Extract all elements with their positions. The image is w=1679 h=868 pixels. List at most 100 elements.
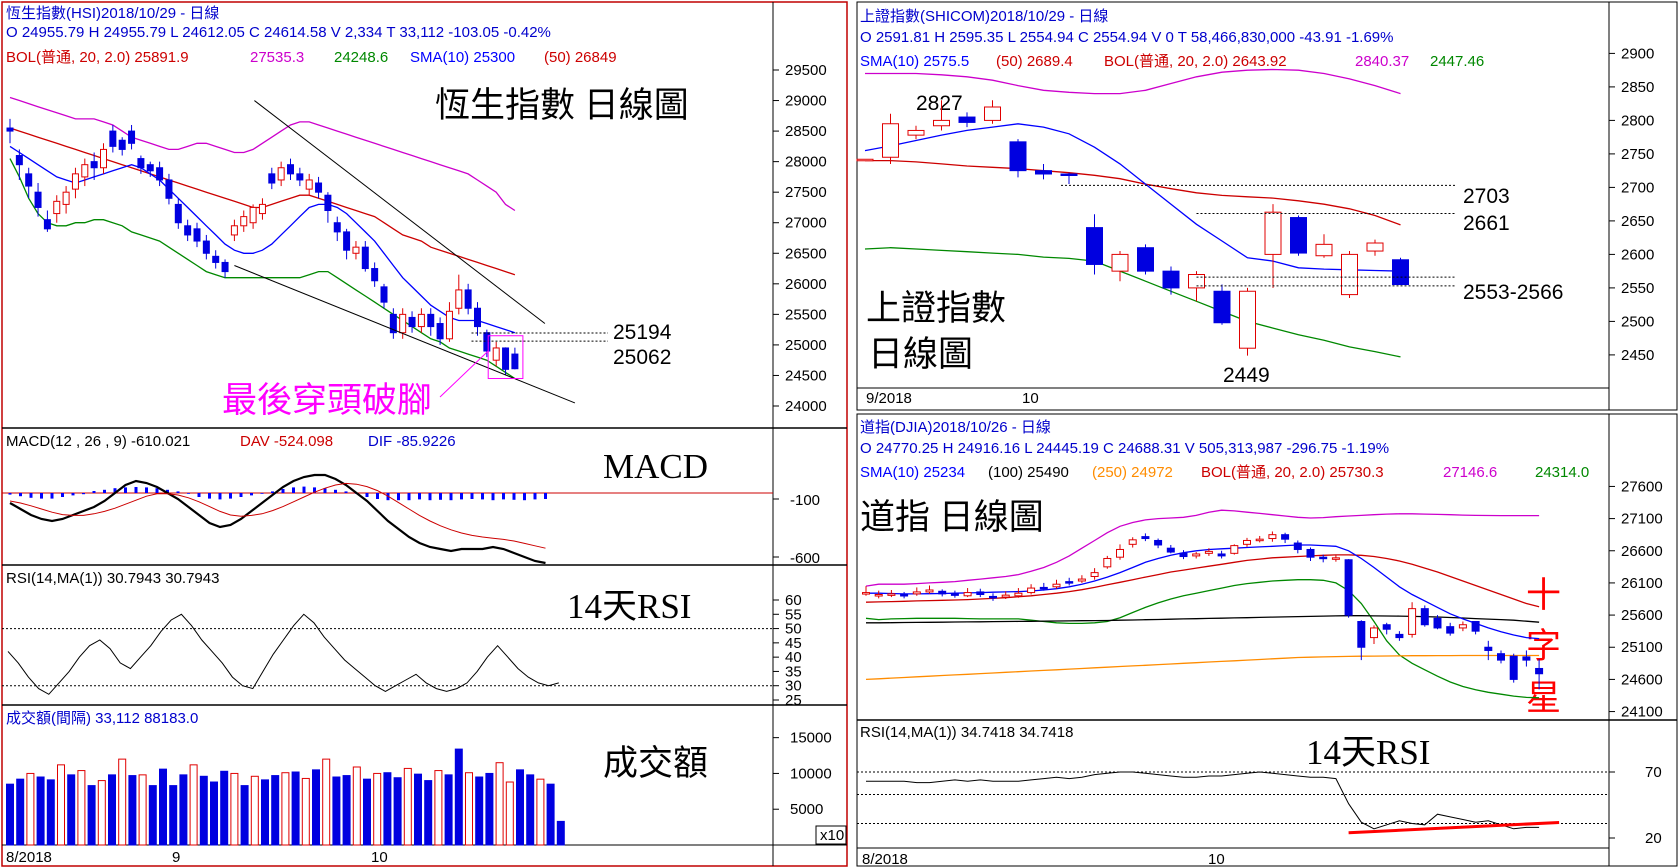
shc-candle bbox=[907, 129, 925, 136]
shc-sma50-label: (50) 2689.4 bbox=[996, 53, 1073, 70]
hsi-ytick-label: 27500 bbox=[785, 184, 827, 201]
shc-sma10-label: SMA(10) 2575.5 bbox=[860, 53, 969, 70]
dji-candle bbox=[1281, 534, 1290, 540]
hsi-ytick-label: 24500 bbox=[785, 367, 827, 384]
shc-ohlc-header: O 2591.81 H 2595.35 L 2554.94 C 2554.94 … bbox=[860, 29, 1393, 46]
hsi-volume-bar bbox=[179, 774, 188, 846]
dji-title-link[interactable]: 道指(DJIA)2018/10/26 - 日線 bbox=[860, 419, 1051, 436]
hsi-volume-bar bbox=[77, 770, 86, 846]
dji-panel-frame bbox=[856, 413, 1678, 867]
hsi-support-trendline bbox=[234, 265, 576, 404]
hsi-resistance-trendline bbox=[254, 100, 546, 324]
hsi-title-link[interactable]: 恆生指數(HSI)2018/10/29 - 日線 bbox=[6, 5, 219, 22]
shc-sma10-line bbox=[864, 123, 1401, 272]
hsi-candle bbox=[81, 164, 89, 178]
dji-bol-lower-line bbox=[865, 579, 1540, 699]
shc-bol-lower-line bbox=[864, 247, 1401, 358]
shc-bol-upper-label: 2840.37 bbox=[1355, 53, 1409, 70]
hsi-bol-lower-label: 24248.6 bbox=[334, 49, 388, 66]
hsi-volume-bar bbox=[199, 775, 208, 846]
hsi-macd-dif-label: DIF -85.9226 bbox=[368, 433, 456, 450]
hsi-volume-bar bbox=[363, 778, 371, 846]
hsi-volume-bar bbox=[210, 781, 218, 846]
dji-candle bbox=[1141, 536, 1150, 540]
dji-candle bbox=[1344, 559, 1353, 616]
hsi-xlabel-sep: 9 bbox=[172, 849, 180, 866]
dji-candle bbox=[925, 589, 934, 593]
dji-candle bbox=[1293, 542, 1302, 550]
hsi-volume-bar bbox=[57, 764, 65, 846]
shc-candle bbox=[1035, 170, 1052, 175]
hsi-candle bbox=[287, 164, 294, 175]
hsi-candle bbox=[296, 173, 304, 181]
dji-ytick-label: 26100 bbox=[1621, 575, 1663, 592]
shc-candle bbox=[1239, 290, 1256, 349]
dji-candle bbox=[1116, 548, 1124, 558]
dji-sma100-label: (100) 25490 bbox=[988, 464, 1069, 481]
hsi-volume-bar bbox=[556, 820, 565, 846]
hsi-volume-bar bbox=[291, 771, 300, 846]
hsi-ytick-label: 29500 bbox=[785, 62, 827, 79]
hsi-candle bbox=[352, 246, 360, 254]
dji-ytick-label: 27100 bbox=[1621, 511, 1663, 528]
dji-ytick-label: 26600 bbox=[1621, 543, 1663, 560]
hsi-candle bbox=[315, 182, 323, 193]
hsi-bol-upper-line bbox=[9, 96, 516, 212]
shc-candle bbox=[1315, 243, 1333, 257]
hsi-candle bbox=[240, 216, 248, 227]
dji-rsi-ytick-label: 70 bbox=[1645, 764, 1662, 781]
hsi-candle bbox=[492, 347, 500, 361]
hsi-ytick-label: 29000 bbox=[785, 93, 827, 110]
hsi-volume-bar bbox=[424, 780, 433, 846]
dji-candle bbox=[1243, 539, 1251, 545]
hsi-volume-bar bbox=[414, 773, 422, 846]
shc-candle bbox=[1341, 253, 1358, 296]
hsi-volume-bar bbox=[434, 770, 443, 846]
hsi-volume-bar bbox=[373, 772, 382, 846]
dji-candle bbox=[1319, 556, 1328, 560]
dji-candle bbox=[976, 591, 985, 595]
dji-xlabel-oct: 10 bbox=[1208, 851, 1225, 868]
dji-candle bbox=[1001, 594, 1010, 598]
hsi-rsi-ytick-label: 25 bbox=[785, 692, 802, 709]
hsi-vol-ytick-label: 10000 bbox=[790, 765, 832, 782]
hsi-candle bbox=[464, 289, 472, 309]
shc-ytick-label: 2700 bbox=[1621, 179, 1654, 196]
hsi-candle bbox=[502, 347, 510, 370]
hsi-candle bbox=[230, 225, 238, 236]
hsi-volume-bar bbox=[322, 758, 331, 846]
hsi-candle bbox=[202, 240, 210, 254]
hsi-candle bbox=[156, 167, 164, 181]
hsi-volume-bar bbox=[465, 772, 473, 846]
dji-candle bbox=[874, 593, 883, 597]
hsi-candle bbox=[128, 130, 136, 144]
hsi-macd-label: MACD bbox=[603, 447, 708, 486]
hsi-candle bbox=[221, 261, 229, 273]
hsi-volume-bar bbox=[332, 776, 341, 846]
shc-ytick-label: 2900 bbox=[1621, 45, 1654, 62]
shc-title-link[interactable]: 上證指數(SHICOM)2018/10/29 - 日線 bbox=[860, 8, 1108, 25]
dji-rsi-label: 14天RSI bbox=[1306, 733, 1430, 772]
dji-big-title: 道指 日線圖 bbox=[860, 498, 1044, 537]
shc-xlabel-sep: 9/2018 bbox=[866, 390, 912, 407]
dji-candle bbox=[1039, 586, 1048, 590]
dji-candle bbox=[1433, 617, 1442, 629]
dji-sma10-label: SMA(10) 25234 bbox=[860, 464, 965, 481]
hsi-sma10-label: SMA(10) 25300 bbox=[410, 49, 515, 66]
dji-ytick-label: 24100 bbox=[1621, 704, 1663, 721]
shc-candle bbox=[882, 123, 899, 158]
dji-candle bbox=[1128, 539, 1137, 545]
dji-candle bbox=[887, 593, 896, 596]
hsi-volume-bar bbox=[312, 769, 320, 846]
dji-star-char-3: 星 bbox=[1526, 679, 1561, 718]
dji-candle bbox=[1408, 608, 1417, 635]
dji-bol-upper-label: 27146.6 bbox=[1443, 464, 1497, 481]
hsi-candle bbox=[34, 191, 42, 208]
dji-candle bbox=[1306, 548, 1315, 558]
shc-candle bbox=[1111, 253, 1129, 272]
hsi-candle bbox=[399, 313, 407, 334]
dji-ytick-label: 25600 bbox=[1621, 607, 1663, 624]
hsi-candle bbox=[184, 225, 192, 236]
shc-candle bbox=[1366, 242, 1384, 252]
hsi-volume-bar bbox=[261, 779, 269, 846]
